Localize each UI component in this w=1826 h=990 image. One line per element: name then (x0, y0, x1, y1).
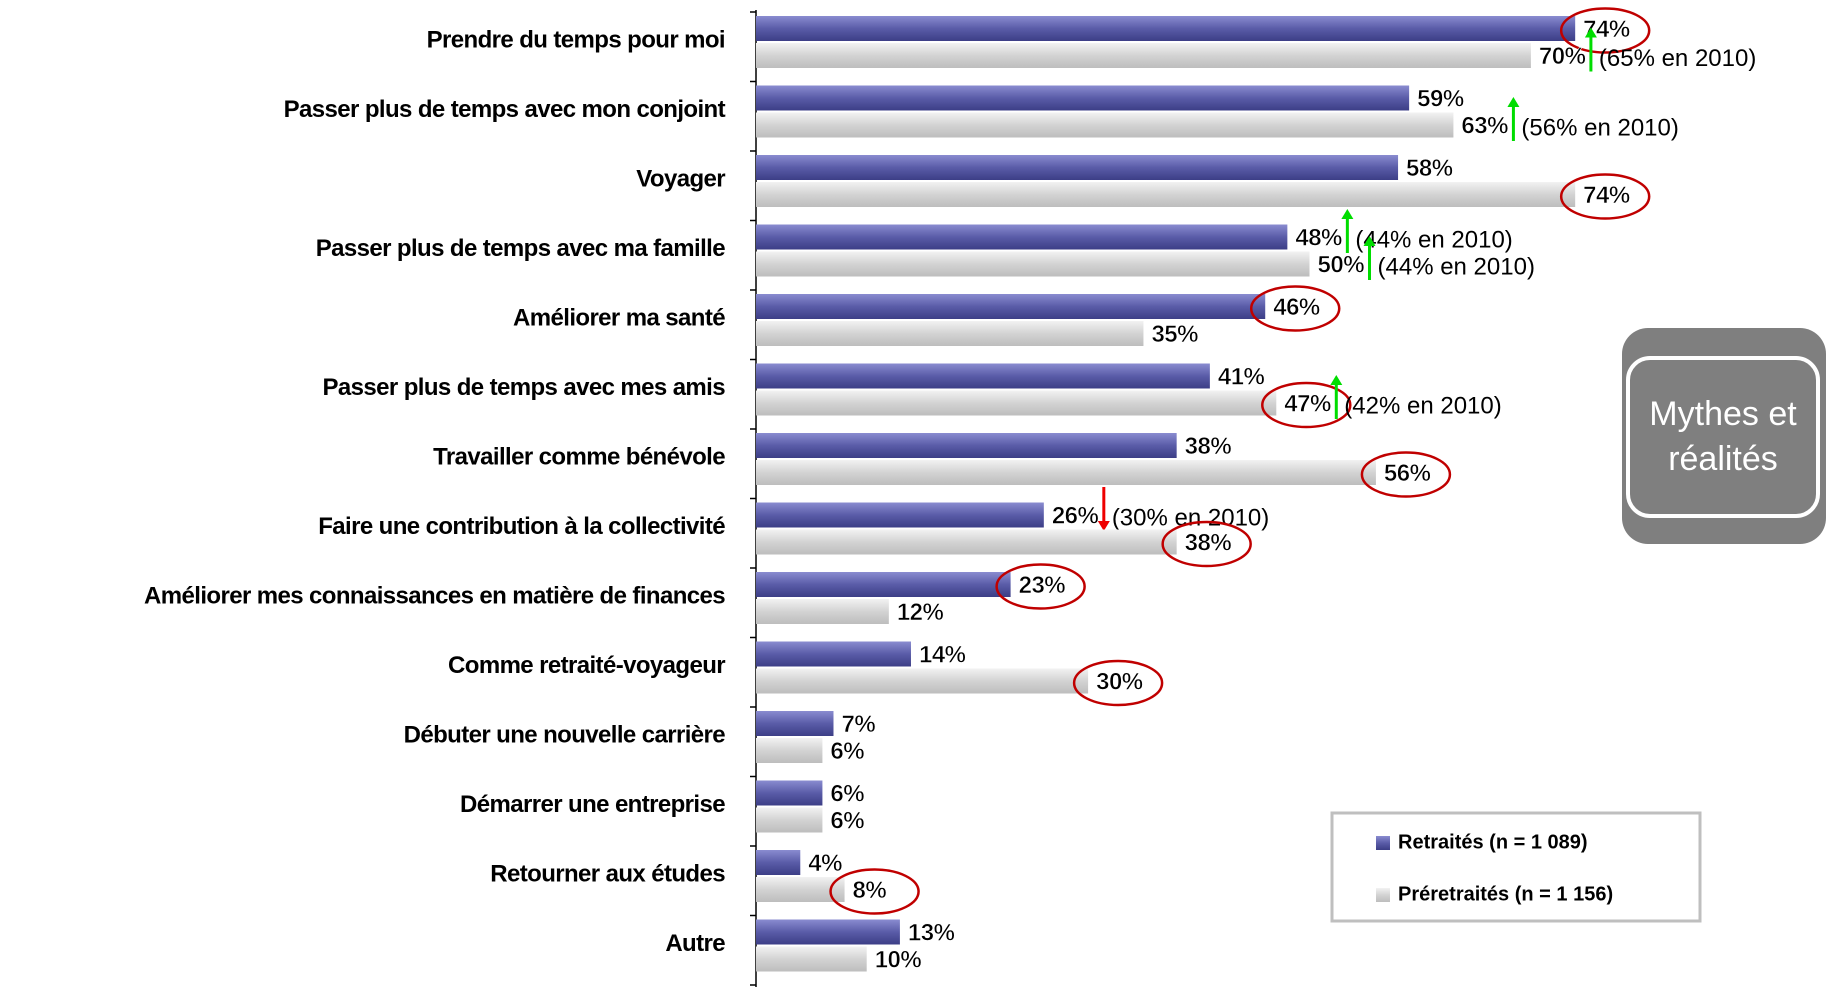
note: (44% en 2010) (1378, 253, 1535, 280)
badge-text: réalités (1668, 440, 1778, 478)
note: (44% en 2010) (1355, 226, 1512, 253)
bar (756, 946, 867, 972)
value-label: 58% (1406, 155, 1453, 182)
category-label: Retourner aux études (490, 860, 725, 887)
value-label: 13% (908, 919, 955, 946)
bar (756, 919, 900, 945)
bar (756, 807, 823, 833)
value-label: 6% (830, 738, 864, 765)
category-label: Voyager (636, 165, 725, 192)
trend-arrow-head (1584, 27, 1597, 38)
legend-swatch (1376, 836, 1390, 850)
value-label: 8% (853, 877, 887, 904)
highlight-circle (1261, 381, 1352, 429)
note: (65% en 2010) (1599, 45, 1756, 72)
legend-box (1330, 811, 1702, 923)
category-label: Comme retraité-voyageur (448, 652, 725, 679)
bar (756, 43, 1531, 68)
value-label: 38% (1185, 433, 1232, 460)
category-label: Débuter une nouvelle carrière (404, 721, 726, 748)
value-label: 48% (1295, 224, 1342, 251)
bar (756, 182, 1576, 207)
category-label: Améliorer mes connaissances en matière d… (144, 582, 725, 609)
category-label: Améliorer ma santé (513, 304, 725, 331)
legend-label: Préretraités (n = 1 156) (1398, 883, 1613, 905)
value-label: 41% (1218, 363, 1265, 390)
bar (756, 155, 1399, 180)
value-label: 6% (830, 780, 864, 807)
highlight-circle (1161, 520, 1252, 568)
value-label: 10% (875, 946, 922, 973)
bar (756, 390, 1277, 416)
bar (756, 294, 1266, 319)
bar (756, 529, 1177, 555)
highlight-circle (995, 563, 1086, 610)
value-label: 7% (841, 711, 875, 738)
value-label: 30% (1096, 668, 1143, 695)
bar (756, 780, 823, 806)
bar (756, 321, 1144, 346)
bar (756, 16, 1576, 41)
value-label: 46% (1273, 294, 1320, 321)
value-label: 63% (1461, 112, 1508, 139)
category-label: Passer plus de temps avec mon conjoint (284, 96, 726, 123)
bar (756, 433, 1177, 458)
value-label: 26% (1052, 502, 1099, 529)
value-label: 23% (1019, 572, 1066, 599)
bar (756, 572, 1011, 597)
trend-arrow-head (1363, 236, 1376, 246)
highlight-circle (1249, 285, 1341, 332)
trend-arrow-head (1330, 375, 1343, 385)
bar (756, 668, 1089, 694)
highlight-circle (1559, 7, 1651, 54)
bar (756, 599, 889, 624)
trend-arrow-head (1097, 521, 1110, 531)
category-label: Démarrer une entreprise (460, 791, 725, 818)
value-label: 59% (1417, 85, 1464, 112)
highlight-circle (1072, 659, 1164, 707)
bar (756, 850, 801, 875)
value-label: 12% (897, 599, 944, 626)
bar (756, 363, 1210, 389)
highlight-circle (1559, 173, 1651, 220)
category-label: Passer plus de temps avec mes amis (322, 374, 725, 401)
badge-inner (1626, 356, 1820, 518)
highlight-circle (1360, 451, 1452, 498)
bar (756, 224, 1288, 250)
value-label: 70% (1539, 43, 1586, 70)
note: (30% en 2010) (1112, 504, 1269, 531)
trend-arrow-head (1341, 209, 1354, 219)
value-label: 35% (1151, 321, 1198, 348)
note: (56% en 2010) (1521, 114, 1678, 141)
value-label: 56% (1384, 460, 1431, 487)
value-label: 4% (808, 850, 842, 877)
category-label: Travailler comme bénévole (433, 443, 725, 470)
bar (756, 738, 823, 763)
badge-text: Mythes et (1649, 395, 1797, 433)
category-label: Prendre du temps pour moi (427, 26, 725, 53)
bar (756, 502, 1044, 528)
trend-arrow-head (1507, 97, 1520, 107)
bar (756, 711, 834, 736)
value-label: 6% (830, 807, 864, 834)
value-label: 14% (919, 641, 966, 668)
badge-box (1622, 328, 1826, 544)
category-label: Passer plus de temps avec ma famille (316, 235, 726, 262)
category-label: Faire une contribution à la collectivité (318, 513, 725, 540)
bar (756, 641, 911, 667)
legend-swatch (1376, 888, 1390, 902)
bar (756, 112, 1454, 138)
bar (756, 251, 1310, 277)
value-label: 47% (1284, 390, 1331, 417)
bar (756, 85, 1410, 111)
note: (42% en 2010) (1344, 392, 1501, 419)
bar (756, 460, 1376, 485)
legend-label: Retraités (n = 1 089) (1398, 831, 1588, 853)
value-label: 38% (1185, 529, 1232, 556)
value-label: 74% (1583, 182, 1630, 209)
value-label: 50% (1318, 251, 1365, 278)
category-label: Autre (665, 930, 725, 957)
highlight-circle (829, 868, 920, 915)
